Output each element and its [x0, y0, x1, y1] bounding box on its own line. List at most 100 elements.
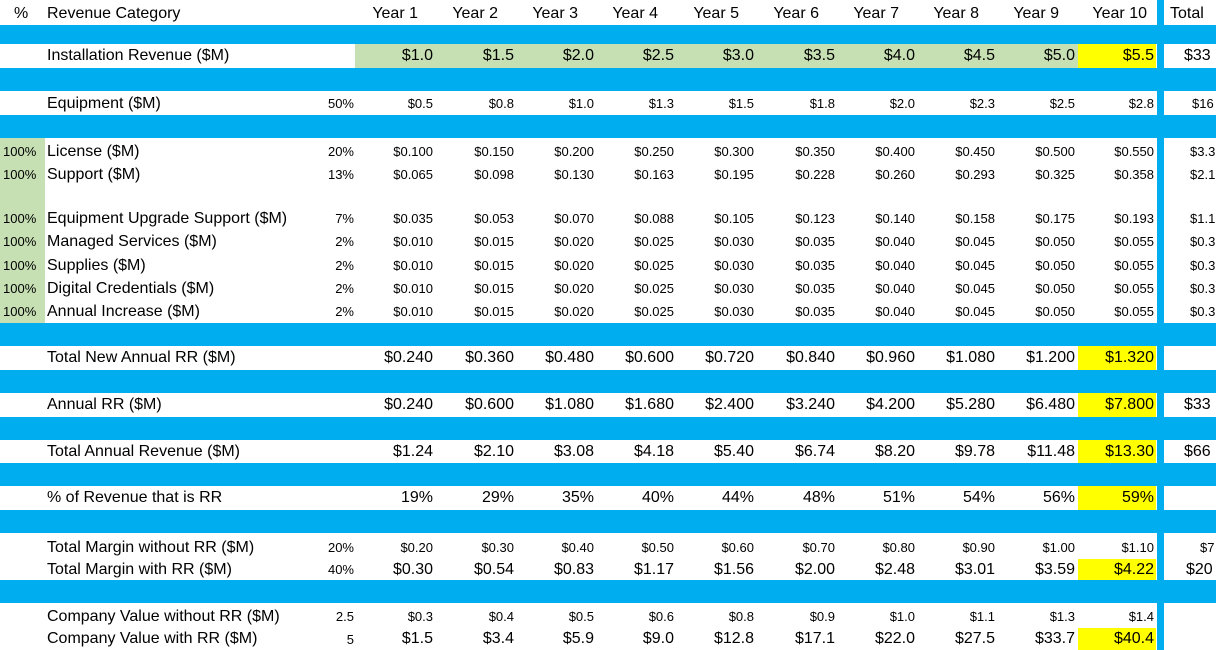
year-value: $2.48	[874, 560, 915, 578]
year-value-highlighted: $40.4	[1078, 628, 1156, 650]
year-value: 56%	[1042, 489, 1075, 506]
separator-band	[0, 510, 1216, 533]
table-row: 100% Annual Increase ($M) 2% $0.010 $0.0…	[0, 300, 1216, 323]
year-value: $1.8	[809, 96, 835, 111]
year-value: $0.90	[962, 540, 995, 555]
year-value: 29%	[481, 489, 514, 506]
year-value: $2.5	[642, 47, 674, 64]
year-value: $0.123	[795, 211, 835, 226]
year-value: $0.200	[554, 144, 594, 159]
percent-column-fill	[0, 138, 45, 323]
year-value: $0.010	[393, 258, 433, 273]
year-value: $0.130	[554, 167, 594, 182]
year-value: $2.10	[473, 442, 514, 460]
row-label: Equipment ($M)	[47, 94, 161, 112]
separator-band	[0, 417, 1216, 440]
row-total: $0.3	[1190, 304, 1216, 319]
row-label: Total Margin with RR ($M)	[47, 560, 232, 578]
year-value: $0.5	[407, 96, 433, 111]
header-year: Year 8	[933, 5, 979, 22]
row-total: $20	[1186, 560, 1213, 578]
year-value: $4.18	[633, 442, 674, 460]
year-value: $0.358	[1114, 167, 1154, 182]
year-value: $0.030	[714, 258, 754, 273]
table-row: Annual RR ($M) $0.240 $0.600 $1.080 $1.6…	[0, 393, 1216, 417]
year-value: $0.600	[625, 349, 674, 366]
total-column-divider	[1157, 0, 1164, 650]
row-total: $0.3	[1190, 234, 1216, 249]
year-value: $3.0	[722, 47, 754, 64]
year-value: $0.035	[795, 281, 835, 296]
year-value: $2.5	[1049, 96, 1075, 111]
year-value: $0.055	[1114, 234, 1154, 249]
year-value: $12.8	[713, 630, 754, 647]
year-value: $0.070	[554, 211, 594, 226]
year-value: $0.400	[875, 144, 915, 159]
year-value: $0.80	[882, 540, 915, 555]
row-total: $16	[1192, 96, 1214, 111]
year-value: $0.228	[795, 167, 835, 182]
year-value: $0.010	[393, 281, 433, 296]
year-value: 48%	[802, 489, 835, 506]
year-value: $0.8	[488, 96, 514, 111]
year-value: $11.48	[1027, 442, 1075, 460]
year-value: $0.140	[875, 211, 915, 226]
row-label: Digital Credentials ($M)	[47, 279, 215, 297]
year-value: $2.400	[705, 396, 754, 413]
header-year: Year 9	[1013, 5, 1059, 22]
row-total: $66	[1184, 442, 1211, 460]
table-row: Company Value with RR ($M) 5 $1.5 $3.4 $…	[0, 628, 1216, 650]
year-value-highlighted: $1.320	[1078, 346, 1156, 370]
row-percent: 100%	[3, 281, 37, 296]
year-value: $0.100	[393, 144, 433, 159]
table-row: Equipment ($M) 50% $0.5 $0.8 $1.0 $1.3 $…	[0, 92, 1216, 115]
table-row: Company Value without RR ($M) 2.5 $0.3 $…	[0, 605, 1216, 628]
year-value: 51%	[882, 489, 915, 506]
year-value: $0.015	[474, 234, 514, 249]
year-value: $1.0	[568, 96, 594, 111]
row-factor: 2%	[335, 304, 354, 319]
row-total: $33	[1184, 47, 1211, 64]
year-value-highlighted: $5.5	[1078, 44, 1156, 68]
year-value: $0.045	[955, 234, 995, 249]
year-value: $0.055	[1114, 281, 1154, 296]
header-pct: %	[14, 5, 29, 22]
header-row: % Revenue Category Year 1 Year 2 Year 3 …	[0, 3, 1216, 25]
row-total: $2.1	[1190, 167, 1216, 182]
row-label: Annual Increase ($M)	[47, 302, 200, 320]
row-total: $0.3	[1190, 258, 1216, 273]
year-value: $0.040	[875, 304, 915, 319]
table-row: 100% Equipment Upgrade Support ($M) 7% $…	[0, 207, 1216, 230]
year-value: $5.9	[562, 630, 594, 647]
year-value: $0.6	[648, 609, 674, 624]
row-factor: 13%	[327, 167, 354, 182]
year-value: $0.050	[1035, 234, 1075, 249]
year-value: $1.0	[889, 609, 915, 624]
row-percent: 100%	[3, 144, 37, 159]
year-value: $0.050	[1035, 258, 1075, 273]
year-value: $1.080	[545, 396, 594, 413]
year-value: $0.163	[634, 167, 674, 182]
year-value: $0.293	[955, 167, 995, 182]
table-row: Total New Annual RR ($M) $0.240 $0.360 $…	[0, 346, 1216, 370]
row-label: Total New Annual RR ($M)	[47, 349, 236, 366]
table-row: 100% License ($M) 20% $0.100 $0.150 $0.2…	[0, 140, 1216, 163]
year-value: $1.5	[728, 96, 754, 111]
year-value: $27.5	[954, 630, 995, 647]
header-year: Year 10	[1092, 5, 1147, 22]
table-row: Total Margin with RR ($M) 40% $0.30 $0.5…	[0, 559, 1216, 580]
header-year: Year 4	[612, 5, 658, 22]
year-value: $0.54	[473, 560, 514, 578]
row-label: Equipment Upgrade Support ($M)	[47, 209, 288, 227]
year-value: $0.020	[554, 304, 594, 319]
year-value: $0.098	[474, 167, 514, 182]
year-value: $0.015	[474, 258, 514, 273]
year-value: $1.080	[946, 349, 995, 366]
year-value: $1.10	[1121, 540, 1154, 555]
year-value: $0.015	[474, 304, 514, 319]
year-value: $3.01	[954, 560, 995, 578]
row-label: Support ($M)	[47, 165, 141, 183]
year-value: $0.260	[875, 167, 915, 182]
row-total: $7	[1200, 540, 1215, 555]
